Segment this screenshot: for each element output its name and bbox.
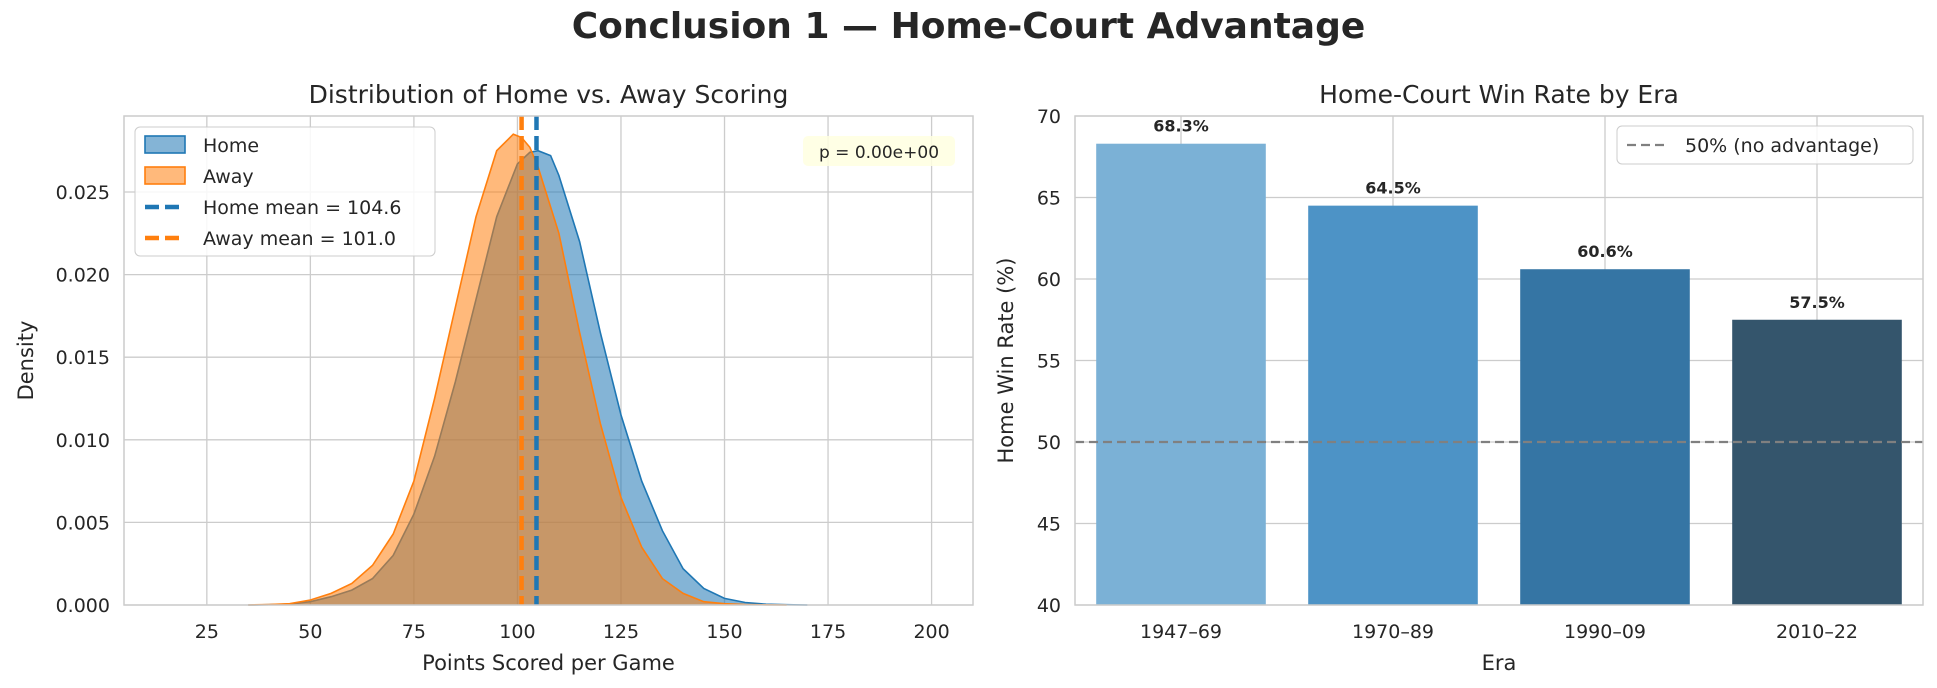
legend-swatch-home xyxy=(144,135,186,154)
bar xyxy=(1732,319,1902,605)
bar-value-label: 64.5% xyxy=(1365,179,1421,198)
y-tick-label: 0.020 xyxy=(56,265,110,287)
y-tick-label: 0.010 xyxy=(56,430,110,452)
legend-label-away-mean: Away mean = 101.0 xyxy=(203,228,396,250)
bar-value-label: 68.3% xyxy=(1153,117,1209,136)
y-tick-label: 0.000 xyxy=(56,595,110,617)
y-tick-label: 70 xyxy=(1037,106,1061,128)
legend-label-home-mean: Home mean = 104.6 xyxy=(203,197,401,219)
x-tick-label: 25 xyxy=(195,621,219,643)
bar xyxy=(1096,143,1266,605)
plot-frame-right xyxy=(1074,115,1924,606)
chart-title: Home-Court Win Rate by Era xyxy=(1319,80,1679,109)
bar xyxy=(1520,269,1690,605)
plot-frame-left xyxy=(123,115,974,606)
x-tick-label: 2010–22 xyxy=(1776,621,1858,643)
x-tick-label: 1970–89 xyxy=(1352,621,1434,643)
y-axis-label: Home Win Rate (%) xyxy=(994,258,1018,464)
legend-box-left xyxy=(134,126,436,257)
x-tick-label: 175 xyxy=(810,621,846,643)
bar-value-label: 57.5% xyxy=(1789,293,1845,312)
y-tick-label: 45 xyxy=(1037,514,1061,536)
x-tick-label: 50 xyxy=(298,621,322,643)
bar xyxy=(1308,205,1478,605)
y-tick-label: 65 xyxy=(1037,188,1061,210)
y-tick-label: 0.025 xyxy=(56,182,110,204)
y-tick-label: 40 xyxy=(1037,595,1061,617)
density-area-away xyxy=(248,134,787,605)
annotation-box xyxy=(803,136,955,166)
legend-label-reference: 50% (no advantage) xyxy=(1685,135,1879,157)
x-axis-label: Points Scored per Game xyxy=(422,651,675,675)
figure-title: Conclusion 1 — Home-Court Advantage xyxy=(571,6,1366,47)
x-tick-label: 125 xyxy=(603,621,639,643)
y-tick-label: 0.005 xyxy=(56,512,110,534)
legend-label-away: Away xyxy=(203,166,254,188)
legend-swatch-away xyxy=(144,166,186,185)
x-axis-label: Era xyxy=(1482,651,1517,675)
x-tick-label: 1947–69 xyxy=(1140,621,1222,643)
legend-label-home: Home xyxy=(203,135,259,157)
chart-title: Distribution of Home vs. Away Scoring xyxy=(309,80,789,109)
legend-box-right xyxy=(1616,125,1914,165)
x-tick-label: 1990–09 xyxy=(1564,621,1646,643)
bar-value-label: 60.6% xyxy=(1577,242,1633,261)
p-value-annotation: p = 0.00e+00 xyxy=(819,143,939,163)
y-axis-label: Density xyxy=(14,321,38,401)
x-tick-label: 100 xyxy=(499,621,535,643)
y-tick-label: 55 xyxy=(1037,351,1061,373)
x-tick-label: 150 xyxy=(706,621,742,643)
y-tick-label: 60 xyxy=(1037,269,1061,291)
x-tick-label: 200 xyxy=(913,621,949,643)
y-tick-label: 50 xyxy=(1037,432,1061,454)
y-tick-label: 0.015 xyxy=(56,347,110,369)
x-tick-label: 75 xyxy=(402,621,426,643)
